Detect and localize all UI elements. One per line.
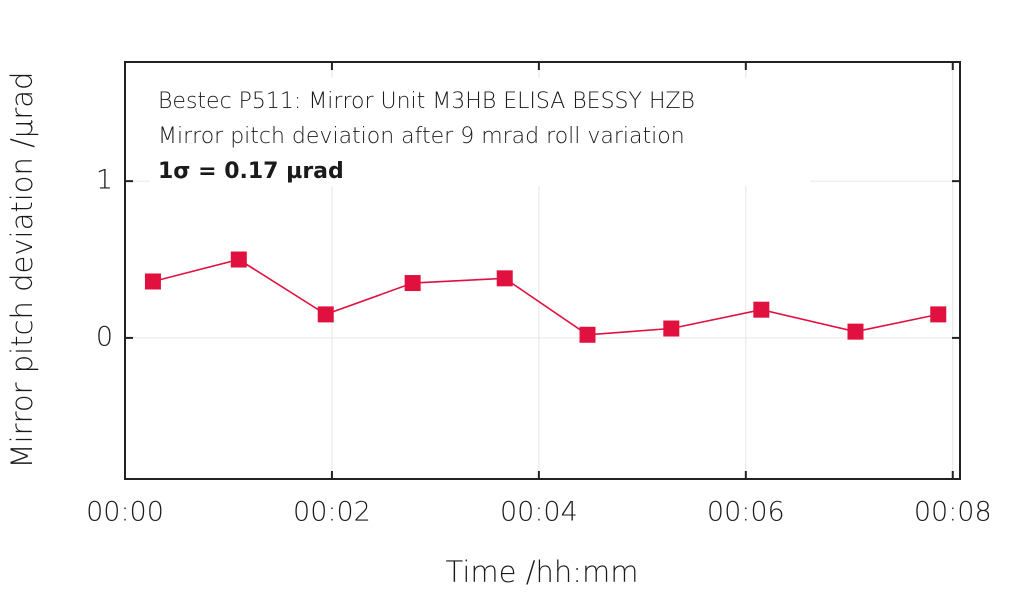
data-point	[496, 270, 513, 287]
x-tick-label: 00:06	[707, 497, 785, 528]
annotation: 1σ = 0.17 µrad	[158, 159, 344, 184]
y-tick-label: 1	[96, 165, 113, 196]
x-tick-label: 00:02	[293, 497, 371, 528]
data-point	[663, 320, 680, 337]
data-point	[753, 301, 770, 318]
data-point	[144, 273, 161, 290]
x-tick-label: 00:04	[500, 497, 578, 528]
series-line	[152, 258, 939, 336]
data-point	[847, 323, 864, 340]
data-point	[230, 251, 247, 268]
y-axis-title: Mirror pitch deviation /µrad	[5, 72, 39, 469]
data-point	[404, 275, 421, 292]
data-point	[317, 306, 334, 323]
x-tick-label: 00:00	[86, 497, 164, 528]
data-point	[930, 306, 947, 323]
x-axis-title: Time /hh:mm	[446, 555, 639, 589]
plot-frame	[124, 61, 961, 480]
x-tick-label: 00:08	[914, 497, 992, 528]
data-point	[579, 326, 596, 343]
y-tick-label: 0	[96, 321, 113, 352]
annotation: Bestec P511: Mirror Unit M3HB ELISA BESS…	[158, 89, 695, 114]
annotation-background	[150, 78, 810, 186]
annotation: Mirror pitch deviation after 9 mrad roll…	[158, 124, 685, 149]
